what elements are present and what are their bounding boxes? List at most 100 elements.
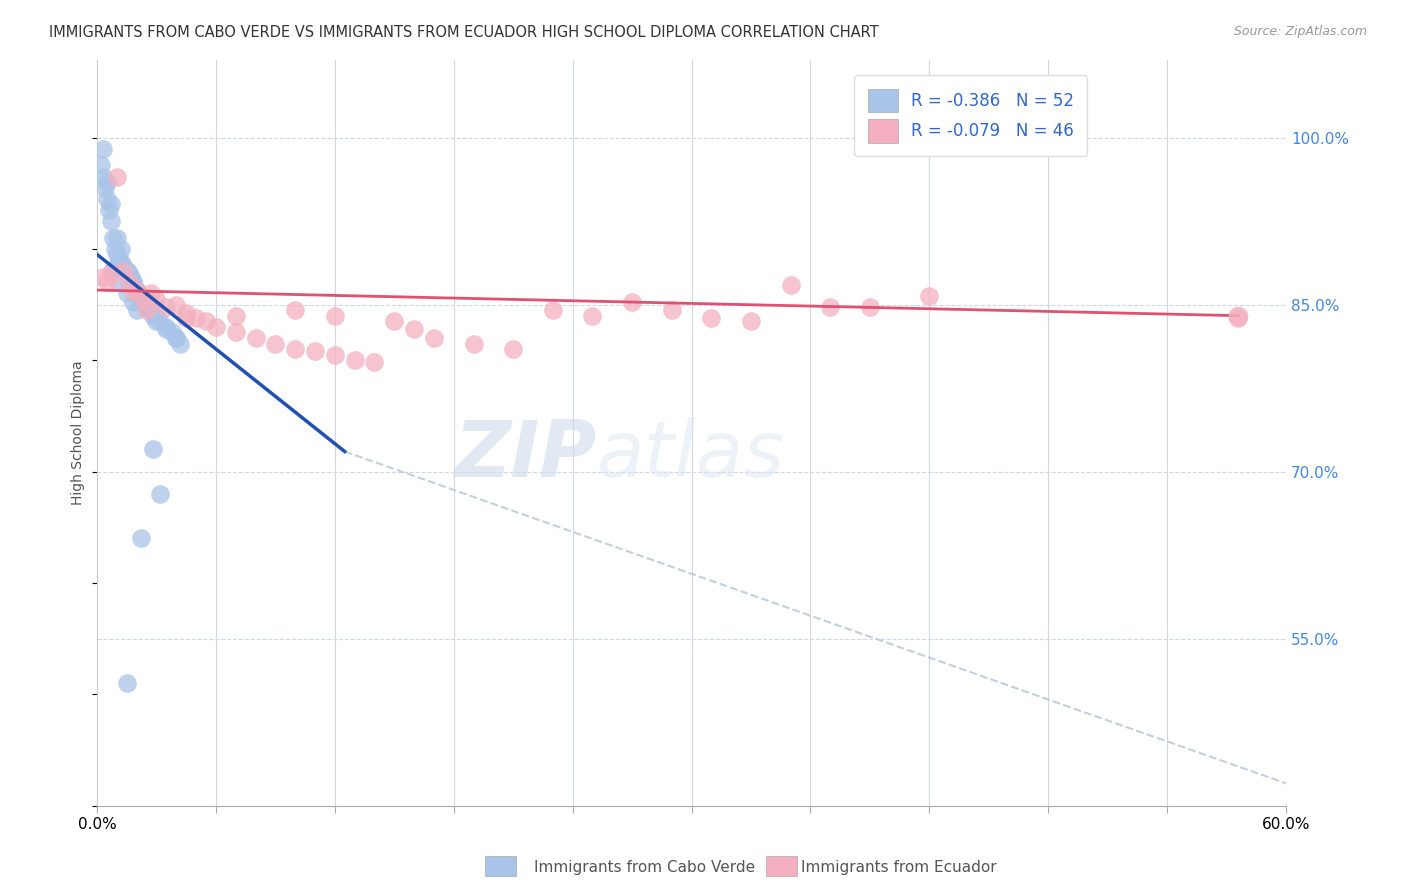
Point [101,261,124,276]
Text: IMMIGRANTS FROM CABO VERDE VS IMMIGRANTS FROM ECUADOR HIGH SCHOOL DIPLOMA CORREL: IMMIGRANTS FROM CABO VERDE VS IMMIGRANTS… [49,25,879,40]
Point [104,242,127,256]
Point [818,300,841,314]
Point [918,288,941,302]
Point [105,231,128,245]
Point [115,676,138,690]
Point [97,202,120,217]
Point [135,303,157,318]
Point [169,336,191,351]
Point [121,295,143,310]
Point [111,264,134,278]
Point [101,231,124,245]
Point [129,292,152,306]
Point [145,309,167,323]
Point [118,266,141,280]
Text: ZIP: ZIP [454,417,596,493]
Point [463,336,485,351]
Point [700,310,723,325]
Point [382,314,405,328]
Point [118,275,141,289]
Point [740,314,762,328]
Point [581,309,603,323]
Point [165,331,187,345]
Point [245,331,267,345]
Point [184,310,207,325]
Point [195,314,218,328]
Text: Immigrants from Ecuador: Immigrants from Ecuador [801,860,997,874]
Point [105,247,128,261]
Point [91,269,114,284]
Point [363,355,385,369]
Y-axis label: High School Diploma: High School Diploma [72,360,86,505]
Point [131,292,153,306]
Point [125,286,148,301]
Point [108,252,131,267]
Point [141,309,163,323]
Point [165,331,187,345]
Point [96,275,118,289]
Point [115,286,138,301]
Point [96,192,118,206]
Point [779,277,801,292]
Point [145,292,167,306]
Text: Source: ZipAtlas.com: Source: ZipAtlas.com [1233,25,1367,38]
Point [621,295,644,310]
Legend: R = -0.386   N = 52, R = -0.079   N = 46: R = -0.386 N = 52, R = -0.079 N = 46 [855,76,1087,156]
Point [174,306,197,320]
Point [1227,309,1250,323]
Point [129,532,152,546]
Point [124,281,146,295]
Point [205,319,228,334]
Point [111,259,134,273]
Point [1227,310,1250,325]
Point [541,303,564,318]
Point [114,261,136,276]
Point [323,309,346,323]
Point [225,309,247,323]
Point [125,284,148,298]
Point [165,297,187,311]
Point [96,175,118,189]
Point [284,303,307,318]
Point [94,180,117,194]
Point [139,303,162,318]
Text: atlas: atlas [596,417,785,493]
Point [423,331,446,345]
Point [149,487,172,501]
Point [100,197,122,211]
Point [661,303,683,318]
Point [115,264,138,278]
Point [125,284,148,298]
Point [404,322,426,336]
Point [264,336,287,351]
Point [304,344,326,359]
Point [110,242,132,256]
Point [100,266,122,280]
Point [105,273,128,287]
Point [121,284,143,298]
Point [135,300,157,314]
Point [115,264,138,278]
Point [100,214,122,228]
Point [502,342,524,356]
Text: Immigrants from Cabo Verde: Immigrants from Cabo Verde [534,860,755,874]
Point [155,322,177,336]
Point [121,275,143,289]
Point [162,326,184,340]
Point [121,275,143,289]
Point [155,300,177,314]
Point [859,300,882,314]
Point [91,169,114,184]
Point [129,292,152,306]
Point [91,142,114,156]
Point [135,300,157,314]
Point [343,353,366,368]
Point [120,269,142,284]
Point [141,442,163,457]
Point [134,295,156,310]
Point [139,286,162,301]
Point [125,303,148,318]
Point [174,310,197,325]
Point [110,255,132,269]
Point [145,314,167,328]
